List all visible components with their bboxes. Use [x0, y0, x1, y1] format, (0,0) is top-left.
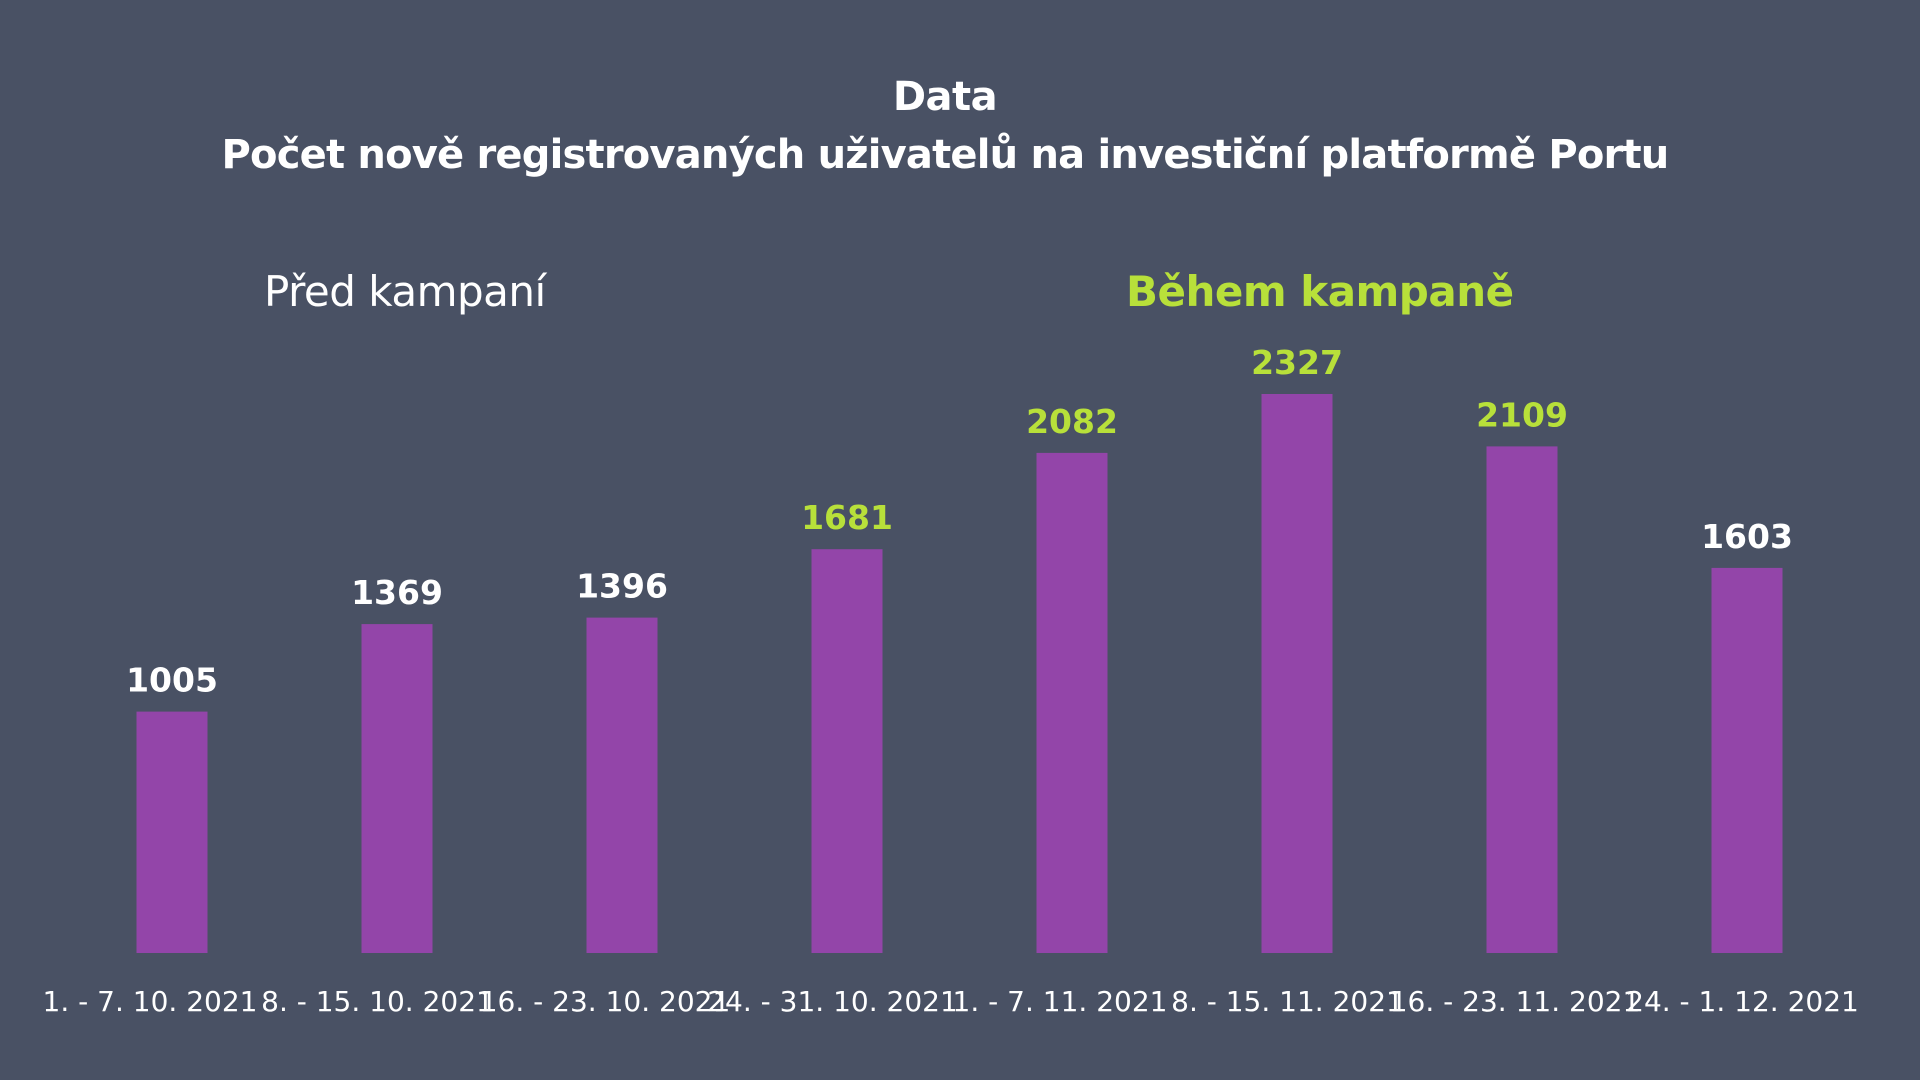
tick-label-4: 24. - 31. 10. 2021 [707, 985, 958, 1018]
chart-title: Data [892, 74, 998, 120]
chart-titles: Data Počet nově registrovaných uživatelů… [0, 68, 1890, 184]
group-label-during: Během kampaně [1126, 267, 1514, 316]
tick-label-2: 8. - 15. 10. 2021 [261, 985, 494, 1018]
bar-1 [136, 711, 208, 953]
bar-6 [1261, 394, 1333, 953]
value-label-2: 1369 [351, 573, 443, 612]
tick-label-6: 8. - 15. 11. 2021 [1171, 985, 1404, 1018]
tick-label-5: 1. - 7. 11. 2021 [953, 985, 1168, 1018]
chart-subtitle: Počet nově registrovaných uživatelů na i… [221, 132, 1670, 178]
value-label-6: 2327 [1251, 343, 1343, 382]
bar-3 [586, 617, 658, 953]
bar-2 [361, 624, 433, 953]
bar-4 [811, 549, 883, 953]
value-label-7: 2109 [1476, 395, 1568, 434]
bar-5 [1036, 452, 1108, 953]
value-label-1: 1005 [126, 661, 218, 700]
tick-label-8: 24. - 1. 12. 2021 [1626, 985, 1859, 1018]
group-label-before: Před kampaní [264, 267, 546, 316]
tick-label-3: 16. - 23. 10. 2021 [480, 985, 731, 1018]
tick-label-7: 16. - 23. 11. 2021 [1390, 985, 1641, 1018]
bar-8 [1711, 567, 1783, 953]
value-label-5: 2082 [1026, 402, 1118, 441]
bar-7 [1486, 446, 1558, 953]
value-label-8: 1603 [1701, 517, 1793, 556]
value-label-4: 1681 [801, 498, 893, 537]
value-label-3: 1396 [576, 567, 668, 606]
tick-label-1: 1. - 7. 10. 2021 [43, 985, 258, 1018]
